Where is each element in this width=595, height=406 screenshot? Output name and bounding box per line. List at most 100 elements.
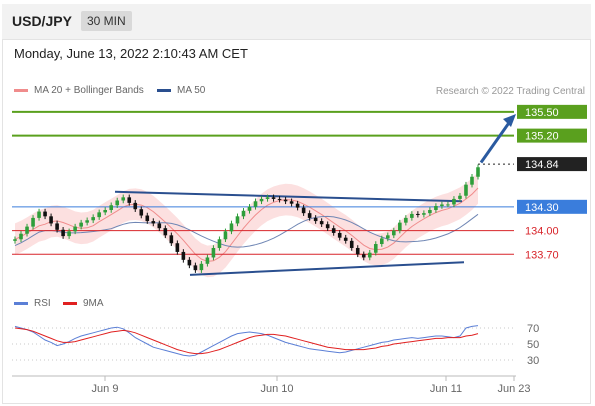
candle-body-35 bbox=[223, 231, 228, 240]
candle-body-60 bbox=[373, 244, 378, 253]
candle-body-55 bbox=[343, 237, 348, 241]
candle-body-27 bbox=[175, 243, 180, 252]
candle-body-16 bbox=[109, 205, 114, 210]
upper-trendline bbox=[114, 190, 463, 203]
candle-body-56 bbox=[349, 240, 354, 248]
candle-body-66 bbox=[410, 213, 414, 218]
candle-body-52 bbox=[325, 224, 330, 229]
timeframe-badge[interactable]: 30 MIN bbox=[81, 11, 132, 31]
legend-ma50-label: MA 50 bbox=[177, 85, 206, 96]
candle-body-21 bbox=[139, 209, 144, 216]
candle-body-22 bbox=[145, 215, 150, 222]
rsi-ma-line bbox=[14, 327, 479, 355]
candle-body-51 bbox=[319, 221, 324, 225]
symbol-title: USD/JPY bbox=[12, 13, 72, 29]
candle-body-34 bbox=[217, 239, 222, 248]
legend-rsi9-label: 9MA bbox=[83, 298, 104, 309]
candle-body-53 bbox=[331, 228, 336, 233]
candle-body-9 bbox=[67, 231, 71, 237]
forecast-arrow-head bbox=[503, 114, 516, 127]
ma20-swatch bbox=[14, 89, 28, 92]
candle-body-64 bbox=[398, 222, 402, 231]
x-label-2: Jun 11 bbox=[430, 383, 462, 395]
rsi-line bbox=[14, 325, 479, 357]
candle-body-17 bbox=[115, 200, 120, 206]
level-tag-3 bbox=[517, 199, 587, 214]
candle-body-14 bbox=[97, 212, 101, 218]
legend-ma20-label: MA 20 + Bollinger Bands bbox=[34, 85, 144, 96]
rsi-swatch bbox=[14, 302, 28, 305]
candle-body-10 bbox=[73, 226, 77, 232]
legend-ma50: MA 50 bbox=[157, 85, 205, 96]
level-label-2: 134.84 bbox=[525, 159, 559, 171]
candle-body-50 bbox=[313, 217, 318, 222]
candle-body-44 bbox=[277, 198, 282, 200]
candle-body-19 bbox=[127, 197, 132, 203]
candle-body-5 bbox=[43, 211, 47, 217]
level-label-1: 135.20 bbox=[525, 131, 559, 143]
candle-body-67 bbox=[416, 213, 420, 215]
candle-body-20 bbox=[133, 202, 138, 210]
candle-body-25 bbox=[163, 228, 168, 236]
candle-body-45 bbox=[283, 199, 288, 202]
legend-rsi9: 9MA bbox=[63, 298, 104, 309]
level-label-3: 134.30 bbox=[525, 202, 559, 214]
candle-body-61 bbox=[379, 238, 384, 245]
candle-body-13 bbox=[91, 217, 95, 221]
candle-body-41 bbox=[259, 198, 264, 202]
level-label-5: 133.70 bbox=[525, 249, 559, 261]
candle-body-73 bbox=[452, 198, 456, 205]
candle-body-37 bbox=[235, 216, 240, 224]
candle-body-40 bbox=[253, 201, 258, 207]
candle-body-47 bbox=[295, 203, 300, 208]
rsi-tick-1: 50 bbox=[527, 339, 539, 351]
candle-body-69 bbox=[428, 209, 432, 214]
candle-body-28 bbox=[181, 251, 186, 260]
x-label-0: Jun 9 bbox=[92, 383, 119, 395]
rsi9-swatch bbox=[63, 302, 77, 305]
candle-body-39 bbox=[247, 206, 252, 211]
candle-body-48 bbox=[301, 207, 306, 214]
candle-body-72 bbox=[446, 204, 450, 206]
candle-body-33 bbox=[211, 247, 216, 258]
candle-body-2 bbox=[25, 226, 29, 234]
candle-body-12 bbox=[85, 220, 89, 223]
candle-body-65 bbox=[404, 217, 408, 223]
level-tag-1 bbox=[517, 128, 587, 143]
candle-body-8 bbox=[61, 229, 65, 237]
candle-body-6 bbox=[49, 216, 53, 224]
candle-body-77 bbox=[476, 167, 480, 177]
candle-body-3 bbox=[31, 217, 35, 227]
candle-body-59 bbox=[367, 252, 372, 258]
candle-body-24 bbox=[157, 223, 162, 229]
level-label-0: 135.50 bbox=[525, 107, 559, 119]
candle-body-62 bbox=[386, 235, 390, 239]
level-tag-2 bbox=[517, 157, 587, 172]
candle-body-75 bbox=[464, 184, 468, 196]
ma20-line bbox=[14, 187, 479, 262]
candle-body-46 bbox=[289, 201, 294, 204]
candle-body-29 bbox=[187, 259, 192, 266]
candle-body-32 bbox=[205, 257, 210, 264]
candle-body-18 bbox=[121, 197, 126, 201]
candle-body-1 bbox=[19, 233, 23, 240]
ma50-line bbox=[14, 213, 479, 248]
credit-text: Research © 2022 Trading Central bbox=[435, 86, 585, 97]
candle-body-11 bbox=[79, 222, 83, 227]
candle-body-57 bbox=[355, 247, 360, 255]
candle-body-31 bbox=[199, 263, 204, 271]
forecast-arrow-shaft bbox=[479, 120, 512, 164]
candle-body-7 bbox=[55, 223, 59, 230]
candle-body-26 bbox=[169, 235, 174, 244]
candle-body-68 bbox=[422, 213, 426, 215]
candle-body-58 bbox=[361, 254, 366, 258]
legend-rsi: RSI bbox=[14, 298, 51, 309]
level-tag-0 bbox=[517, 104, 587, 119]
legend-rsi-label: RSI bbox=[34, 298, 51, 309]
candle-body-63 bbox=[392, 230, 396, 236]
candle-body-49 bbox=[307, 213, 312, 218]
datetime-label: Monday, June 13, 2022 2:10:43 AM CET bbox=[14, 46, 248, 61]
candle-body-70 bbox=[434, 206, 438, 210]
candle-body-23 bbox=[151, 221, 156, 224]
